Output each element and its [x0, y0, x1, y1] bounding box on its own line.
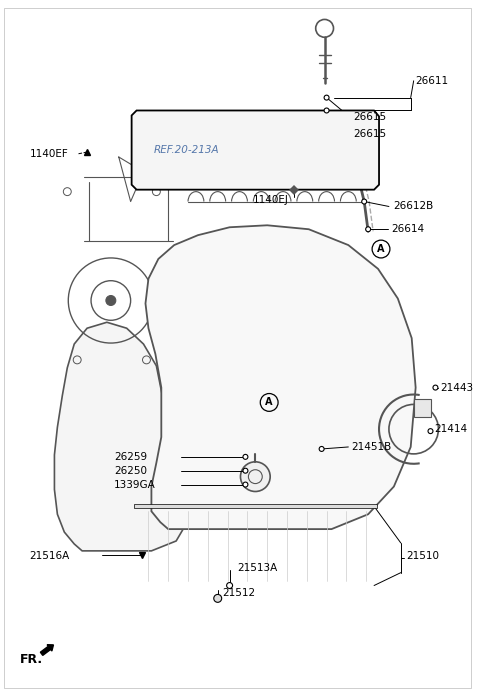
Circle shape [319, 446, 324, 452]
Circle shape [362, 199, 367, 204]
Bar [414, 400, 432, 418]
Text: 21414: 21414 [434, 424, 468, 434]
Text: 1140EF: 1140EF [30, 149, 69, 159]
FancyArrow shape [40, 644, 53, 656]
Circle shape [227, 583, 233, 589]
Text: 1140EJ: 1140EJ [252, 195, 288, 205]
Text: 21516A: 21516A [30, 551, 70, 561]
Circle shape [324, 108, 329, 113]
Circle shape [366, 227, 371, 232]
Circle shape [428, 429, 433, 434]
Circle shape [433, 385, 438, 390]
Text: A: A [377, 244, 385, 254]
Text: 26612B: 26612B [393, 201, 433, 212]
Text: 21451B: 21451B [351, 442, 392, 452]
Text: FR.: FR. [20, 654, 43, 666]
Circle shape [243, 482, 248, 487]
Text: 21443: 21443 [440, 383, 473, 393]
Text: 26611: 26611 [416, 76, 449, 86]
Text: 1339GA: 1339GA [114, 480, 156, 489]
Text: 26615: 26615 [353, 113, 386, 122]
Text: 21512: 21512 [223, 588, 256, 599]
Circle shape [243, 468, 248, 473]
Circle shape [106, 296, 116, 306]
Text: 26250: 26250 [114, 466, 147, 475]
Bar [133, 505, 377, 508]
Circle shape [324, 95, 329, 100]
Polygon shape [54, 322, 188, 551]
Text: 21510: 21510 [406, 551, 439, 561]
Text: 26615: 26615 [353, 129, 386, 139]
Circle shape [240, 462, 270, 491]
Text: 26614: 26614 [391, 224, 424, 235]
Polygon shape [145, 226, 416, 529]
Circle shape [214, 594, 222, 602]
Text: 26259: 26259 [114, 452, 147, 462]
Text: A: A [265, 397, 273, 407]
Text: REF.20-213A: REF.20-213A [154, 145, 219, 155]
Circle shape [243, 454, 248, 459]
Polygon shape [132, 111, 379, 189]
Text: 21513A: 21513A [238, 562, 278, 573]
